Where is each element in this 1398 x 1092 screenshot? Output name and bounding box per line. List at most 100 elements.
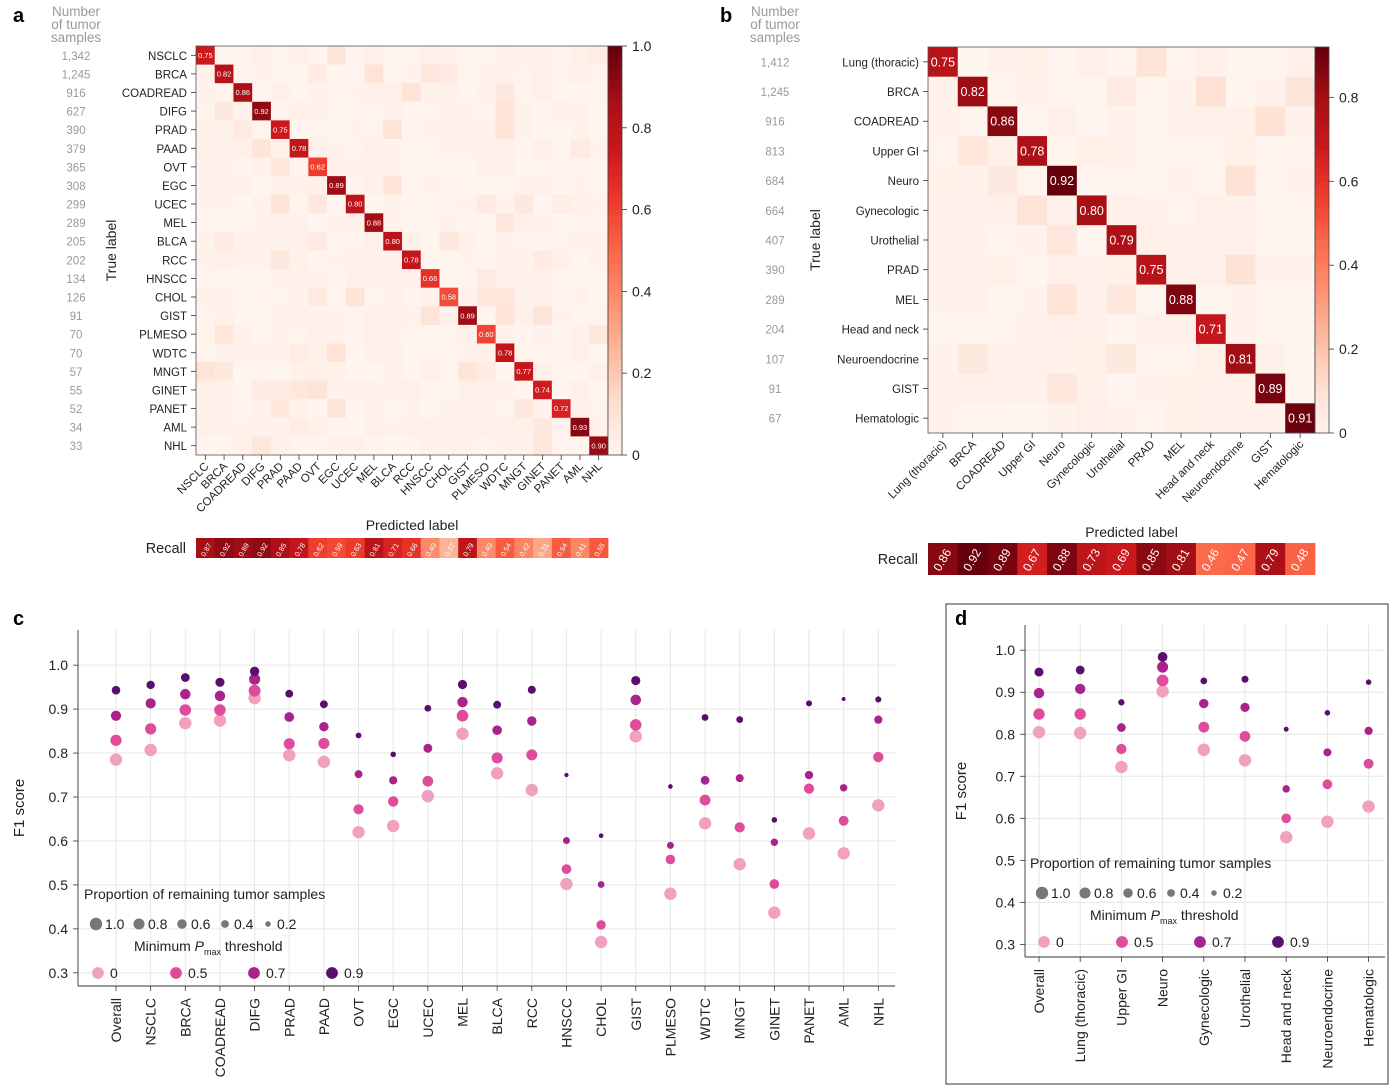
heatmap-cell <box>214 213 234 233</box>
heatmap-cell <box>1047 225 1078 256</box>
heatmap-cell <box>383 343 403 363</box>
heatmap-cell <box>458 194 478 214</box>
heatmap-cell <box>1166 403 1197 434</box>
data-point-threshold-0.5 <box>283 738 295 750</box>
heatmap-cell <box>252 417 272 437</box>
heatmap-cell <box>196 250 216 270</box>
heatmap-cell <box>252 157 272 177</box>
colorbar-segment <box>608 195 622 204</box>
heatmap-cell <box>196 101 216 121</box>
category-label: PAAD <box>316 998 332 1035</box>
heatmap-cell <box>439 157 459 177</box>
heatmap-cell <box>1136 195 1167 226</box>
data-point-threshold-0.7 <box>700 775 710 785</box>
heatmap-cell <box>928 254 959 285</box>
category-label: NHL <box>870 998 886 1026</box>
heatmap-cell <box>364 120 384 140</box>
data-point-threshold-0.7 <box>1323 748 1332 757</box>
recall-cell <box>420 538 440 558</box>
heatmap-cell <box>1076 47 1108 78</box>
data-point-threshold-0.5 <box>734 822 745 833</box>
data-point-threshold-0.7 <box>1199 698 1209 709</box>
colorbar-segment <box>1315 117 1329 125</box>
heatmap-cell <box>402 64 422 84</box>
heatmap-cell <box>1017 314 1048 345</box>
heatmap-cell <box>458 46 478 65</box>
heatmap-cell <box>514 213 534 233</box>
heatmap-cell <box>364 101 384 121</box>
heatmap-cell <box>196 157 216 177</box>
sample-count: 205 <box>66 237 85 249</box>
heatmap-value-label: 0.75 <box>273 125 288 134</box>
colorbar-tick-label: 0.4 <box>1339 257 1359 273</box>
true-label-tick: Urothelial <box>870 236 919 248</box>
heatmap-value-label: 0.71 <box>1199 323 1223 337</box>
heatmap-cell <box>533 157 553 177</box>
heatmap-cell <box>289 101 309 121</box>
true-label-tick: DIFG <box>160 107 188 119</box>
heatmap-cell <box>551 287 571 307</box>
true-label-tick: MEL <box>895 295 919 307</box>
heatmap-cell <box>289 380 309 400</box>
data-point-threshold-0 <box>1197 743 1211 757</box>
heatmap-cell <box>233 213 253 233</box>
heatmap-cell <box>252 436 272 456</box>
heatmap-cell <box>327 417 347 437</box>
heatmap-cell <box>420 362 440 382</box>
heatmap-value-label: 0.78 <box>292 144 307 153</box>
heatmap-cell <box>1136 76 1167 107</box>
heatmap-cell <box>402 287 422 307</box>
legend-size-marker <box>1211 890 1217 896</box>
heatmap-value-label: 0.89 <box>1258 382 1282 396</box>
heatmap-cell <box>308 324 328 344</box>
heatmap-cell <box>570 380 590 400</box>
heatmap-cell <box>987 314 1018 345</box>
heatmap-cell <box>476 250 497 270</box>
heatmap-cell <box>551 101 571 121</box>
heatmap-cell <box>196 362 216 382</box>
predicted-label-tick: MEL <box>1162 438 1188 464</box>
heatmap-cell <box>476 101 497 121</box>
heatmap-cell <box>402 380 422 400</box>
heatmap-cell <box>289 250 309 270</box>
data-point-threshold-0.9 <box>1283 726 1289 732</box>
heatmap-cell <box>214 157 234 177</box>
data-point-threshold-0.5 <box>1363 758 1374 769</box>
heatmap-cell <box>420 138 440 158</box>
heatmap-cell <box>495 417 515 437</box>
data-point-threshold-0.7 <box>249 673 261 685</box>
heatmap-cell <box>551 362 571 382</box>
heatmap-cell <box>252 46 272 65</box>
category-label: Gynecologic <box>1196 969 1212 1046</box>
colorbar-segment <box>608 175 622 183</box>
heatmap-cell <box>476 176 497 196</box>
heatmap-cell <box>551 343 571 363</box>
data-point-threshold-0.9 <box>771 817 778 823</box>
heatmap-cell <box>345 250 365 270</box>
heatmap-cell <box>402 157 422 177</box>
heatmap-cell <box>570 120 590 140</box>
heatmap-cell <box>420 343 440 363</box>
sample-count: 70 <box>70 348 83 360</box>
heatmap-cell <box>345 436 365 456</box>
heatmap-cell <box>383 46 403 65</box>
heatmap-diagonal-cell <box>1047 165 1078 196</box>
heatmap-cell <box>345 380 365 400</box>
heatmap-cell <box>364 83 384 103</box>
category-label: BRCA <box>177 997 193 1037</box>
heatmap-cell <box>1285 254 1316 285</box>
data-point-threshold-0.9 <box>631 675 641 686</box>
category-label: DIFG <box>247 998 263 1031</box>
heatmap-cell <box>439 250 459 270</box>
heatmap-cell <box>1285 314 1316 345</box>
data-point-threshold-0.9 <box>1118 699 1125 706</box>
heatmap-cell <box>533 306 553 326</box>
heatmap-cell <box>196 380 216 400</box>
heatmap-cell <box>514 83 534 103</box>
sample-count: 57 <box>70 367 83 379</box>
data-point-threshold-0 <box>802 827 816 840</box>
data-point-threshold-0.5 <box>1239 731 1251 742</box>
heatmap-cell <box>476 64 497 84</box>
y-tick-label: 0.5 <box>49 877 69 893</box>
heatmap-cell <box>214 176 234 196</box>
